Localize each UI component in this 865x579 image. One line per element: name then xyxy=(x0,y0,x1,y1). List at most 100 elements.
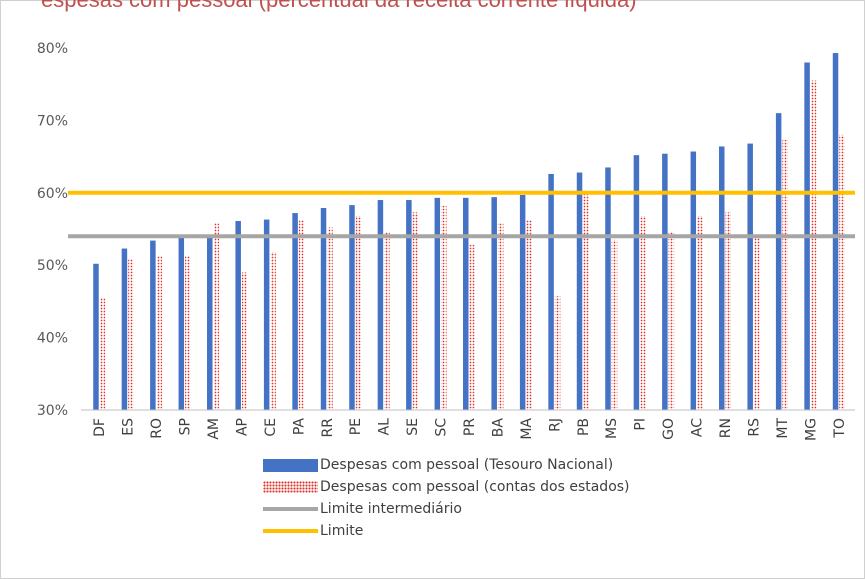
bar-tesouro-pr xyxy=(463,197,469,410)
legend-item-estados[interactable]: Despesas com pessoal (contas dos estados… xyxy=(263,476,630,498)
y-tick-label: 30% xyxy=(37,403,68,419)
legend-swatch-dotted xyxy=(263,481,318,493)
x-tick-label-ma: MA xyxy=(519,418,535,440)
bar-estados-al xyxy=(384,232,390,410)
bar-tesouro-am xyxy=(207,236,213,410)
x-tick-label-sc: SC xyxy=(434,418,450,437)
chart-title-partial: espesas com pessoal (percentual da recei… xyxy=(41,0,861,15)
bar-tesouro-rs xyxy=(747,143,753,410)
x-tick-label-es: ES xyxy=(121,418,137,436)
bar-tesouro-sc xyxy=(434,197,441,410)
y-tick-label: 80% xyxy=(37,41,68,57)
legend-label-estados: Despesas com pessoal (contas dos estados… xyxy=(320,479,630,495)
bar-estados-es xyxy=(128,259,134,410)
x-tick-label-mt: MT xyxy=(775,418,791,439)
bar-tesouro-se xyxy=(406,200,412,410)
bar-estados-rr xyxy=(327,227,333,410)
x-tick-label-ro: RO xyxy=(149,418,165,439)
bar-estados-pa xyxy=(298,220,305,410)
bar-tesouro-pa xyxy=(292,213,298,410)
bar-tesouro-go xyxy=(662,153,668,411)
bar-estados-pe xyxy=(355,215,362,410)
y-tick-label: 60% xyxy=(37,186,68,202)
legend-label-limite-intermediario: Limite intermediário xyxy=(320,501,462,517)
x-tick-label-ac: AC xyxy=(690,418,706,437)
x-tick-label-ms: MS xyxy=(604,418,620,439)
bar-tesouro-ap xyxy=(235,221,241,410)
legend-item-limite[interactable]: Limite xyxy=(263,520,630,542)
bar-estados-rj xyxy=(554,296,561,410)
x-tick-label-sp: SP xyxy=(178,418,194,435)
x-tick-label-rj: RJ xyxy=(547,418,563,432)
bar-estados-mg xyxy=(810,80,817,410)
y-tick-label: 70% xyxy=(37,113,68,129)
x-tick-label-al: AL xyxy=(377,418,393,436)
y-tick-label: 50% xyxy=(37,258,68,274)
bar-tesouro-df xyxy=(93,263,99,410)
bar-tesouro-ac xyxy=(690,151,697,411)
x-tick-label-go: GO xyxy=(661,418,677,440)
bar-estados-sc xyxy=(441,205,447,410)
bar-estados-se xyxy=(412,212,419,410)
bar-estados-am xyxy=(213,222,219,410)
x-tick-label-ap: AP xyxy=(234,418,250,436)
legend-swatch-gray-line xyxy=(263,507,318,511)
x-tick-label-pb: PB xyxy=(576,418,592,436)
bar-tesouro-ce xyxy=(263,219,270,410)
legend-label-tesouro: Despesas com pessoal (Tesouro Nacional) xyxy=(320,457,614,473)
bar-tesouro-to xyxy=(832,53,839,411)
bar-tesouro-rn xyxy=(719,146,725,411)
x-tick-label-to: TO xyxy=(832,418,848,439)
bar-estados-pr xyxy=(469,244,475,410)
x-tick-label-rr: RR xyxy=(320,418,336,438)
x-tick-label-se: SE xyxy=(405,418,421,436)
x-tick-label-ba: BA xyxy=(490,418,506,438)
legend-item-tesouro[interactable]: Despesas com pessoal (Tesouro Nacional) xyxy=(263,454,630,476)
bar-estados-rn xyxy=(725,212,731,410)
bar-estados-pi xyxy=(640,215,646,410)
bar-estados-mt xyxy=(782,139,788,410)
bar-estados-ce xyxy=(270,252,276,410)
bar-estados-to xyxy=(839,134,845,410)
bar-estados-go xyxy=(668,232,675,410)
bar-tesouro-ro xyxy=(150,240,156,410)
bar-tesouro-pb xyxy=(576,172,583,410)
bar-tesouro-pi xyxy=(633,155,640,410)
legend-label-limite: Limite xyxy=(320,523,364,539)
bar-tesouro-sp xyxy=(178,236,185,410)
bar-estados-ap xyxy=(241,272,248,410)
x-tick-label-pr: PR xyxy=(462,418,478,436)
bar-tesouro-rr xyxy=(320,208,327,410)
bar-tesouro-es xyxy=(121,248,128,410)
bar-estados-ac xyxy=(697,215,703,410)
x-tick-label-df: DF xyxy=(92,418,108,437)
bar-tesouro-ma xyxy=(519,194,526,410)
x-tick-label-pi: PI xyxy=(633,418,649,431)
x-tick-label-pa: PA xyxy=(291,418,307,436)
bar-estados-ro xyxy=(156,256,163,410)
bar-tesouro-mt xyxy=(775,113,782,410)
bar-estados-sp xyxy=(185,255,191,410)
bar-estados-ms xyxy=(611,239,618,410)
legend-swatch-solid xyxy=(263,458,318,472)
bar-tesouro-ba xyxy=(491,197,497,410)
legend-swatch-yellow-line xyxy=(263,529,318,533)
bar-tesouro-pe xyxy=(349,205,355,410)
x-tick-label-rs: RS xyxy=(746,418,762,437)
legend: Despesas com pessoal (Tesouro Nacional) … xyxy=(263,454,630,542)
bar-tesouro-al xyxy=(377,200,384,410)
legend-item-limite-intermediario[interactable]: Limite intermediário xyxy=(263,498,630,520)
bar-estados-rs xyxy=(753,238,760,410)
bar-tesouro-ms xyxy=(605,167,611,410)
x-tick-label-pe: PE xyxy=(348,418,364,435)
bar-estados-df xyxy=(99,297,106,410)
bar-tesouro-rj xyxy=(548,173,554,410)
bar-estados-ma xyxy=(526,220,532,410)
x-tick-label-am: AM xyxy=(206,418,222,440)
bar-estados-ba xyxy=(497,223,504,410)
x-tick-label-mg: MG xyxy=(803,418,819,441)
x-tick-label-rn: RN xyxy=(718,418,734,438)
y-tick-label: 40% xyxy=(37,331,68,347)
